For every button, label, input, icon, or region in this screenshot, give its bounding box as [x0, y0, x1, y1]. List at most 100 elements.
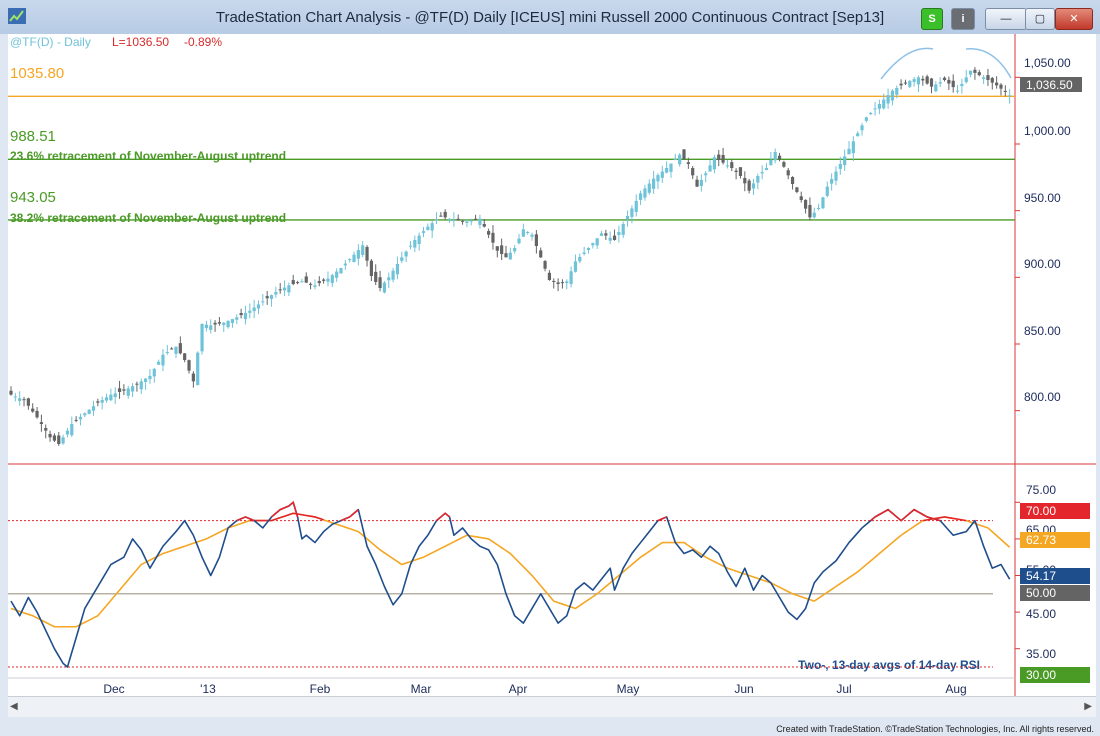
- price-tick-900: 900.00: [1024, 257, 1061, 271]
- candle-body: [817, 208, 821, 209]
- s-button[interactable]: S: [921, 8, 943, 30]
- candle-body: [144, 378, 148, 382]
- candle-body: [578, 256, 582, 262]
- x-label-aug: Aug: [945, 682, 966, 696]
- candle-body: [135, 383, 139, 385]
- candle-body: [656, 175, 660, 182]
- candle-body: [730, 162, 734, 168]
- candle-body: [660, 171, 664, 178]
- candle-body: [856, 133, 860, 137]
- candle-body: [487, 231, 491, 235]
- candle-body: [22, 399, 26, 401]
- change-label: -0.89%: [184, 35, 222, 49]
- candle-body: [916, 77, 921, 85]
- info-button[interactable]: i: [951, 8, 975, 30]
- candle-body: [977, 72, 981, 76]
- candle-body: [187, 360, 191, 371]
- rsi-2day-avg-line-overbought: [236, 516, 255, 522]
- candle-body: [235, 317, 239, 320]
- candle-body: [35, 410, 39, 418]
- candle-body: [500, 245, 504, 254]
- scroll-left-arrow-icon[interactable]: ◀: [10, 701, 18, 712]
- candle-body: [361, 245, 365, 256]
- candle-body: [413, 240, 417, 248]
- candle-body: [908, 80, 912, 87]
- candle-body: [78, 416, 83, 420]
- chart-frame: [8, 34, 1096, 696]
- candle-body: [925, 76, 929, 84]
- candle-body: [864, 117, 868, 121]
- candle-body: [313, 285, 317, 287]
- candle-body: [421, 231, 426, 233]
- maximize-button[interactable]: ▢: [1025, 8, 1055, 30]
- symbol-label: @TF(D) - Daily: [10, 35, 91, 49]
- candle-body: [873, 108, 877, 110]
- candle-body: [803, 199, 808, 209]
- candle-body: [117, 388, 122, 392]
- candle-body: [473, 218, 478, 220]
- candle-body: [230, 319, 235, 323]
- rsi-2day-avg-line-overbought: [870, 508, 941, 522]
- candle-body: [869, 112, 873, 115]
- rsi-2day-avg-line-overbought: [435, 512, 451, 522]
- candle-body: [790, 177, 795, 184]
- candle-body: [109, 394, 113, 401]
- candle-body: [282, 287, 287, 291]
- candle-body: [335, 271, 339, 278]
- candle-body: [348, 259, 352, 261]
- candle-body: [825, 186, 829, 196]
- candle-body: [178, 343, 182, 354]
- minimize-button[interactable]: —: [985, 8, 1027, 30]
- candle-body: [1003, 90, 1007, 92]
- candle-body: [955, 90, 960, 92]
- candle-body: [439, 215, 443, 217]
- candle-body: [83, 413, 87, 416]
- price-tick-950: 950.00: [1024, 191, 1061, 205]
- candle-body: [712, 157, 717, 170]
- candle-body: [777, 155, 782, 160]
- candle-body: [625, 216, 630, 220]
- chart-svg[interactable]: @TF(D) - Daily L=1036.50 -0.89% 1035.80 …: [8, 34, 1096, 696]
- candle-body: [322, 279, 326, 281]
- candle-body: [278, 289, 282, 291]
- candle-body: [326, 278, 330, 282]
- candle-body: [513, 248, 517, 252]
- horizontal-scrollbar[interactable]: ◀ ▶: [8, 696, 1096, 717]
- scroll-right-arrow-icon[interactable]: ▶: [1084, 701, 1092, 712]
- candle-body: [903, 82, 908, 84]
- candle-body: [491, 232, 495, 243]
- candle-body: [478, 218, 482, 225]
- x-label-jul: Jul: [836, 682, 851, 696]
- candle-body: [899, 83, 903, 86]
- copyright-credit: Created with TradeStation. ©TradeStation…: [776, 724, 1094, 734]
- candle-body: [31, 408, 35, 412]
- close-button[interactable]: ✕: [1055, 8, 1093, 30]
- candle-body: [929, 78, 934, 87]
- candle-body: [339, 268, 343, 274]
- candle-body: [256, 304, 261, 309]
- candle-body: [378, 277, 382, 288]
- candle-body: [999, 84, 1003, 89]
- candle-body: [87, 409, 91, 414]
- rsi-tick-35: 35.00: [1026, 647, 1056, 661]
- candle-body: [330, 275, 334, 284]
- candle-body: [895, 88, 899, 95]
- candle-body: [769, 160, 773, 165]
- candle-body: [860, 125, 864, 131]
- rsi-2day-avg-line-overbought: [657, 516, 667, 522]
- candle-body: [773, 152, 777, 161]
- candle-body: [13, 396, 17, 398]
- rsi-13day-avg-line-overbought: [249, 512, 324, 522]
- candle-body: [222, 322, 226, 326]
- candle-body: [265, 296, 269, 299]
- price-tick-850: 850.00: [1024, 324, 1061, 338]
- candle-body: [851, 141, 855, 154]
- candle-body: [400, 257, 404, 261]
- last-price-box-label: 1,036.50: [1026, 78, 1073, 92]
- rsi-50-box: [1020, 585, 1090, 601]
- chart-area[interactable]: @TF(D) - Daily L=1036.50 -0.89% 1035.80 …: [8, 34, 1096, 696]
- candle-body: [174, 346, 178, 354]
- last-price-label: L=1036.50: [112, 35, 169, 49]
- rsi-70-box: [1020, 503, 1090, 519]
- candle-body: [126, 388, 130, 396]
